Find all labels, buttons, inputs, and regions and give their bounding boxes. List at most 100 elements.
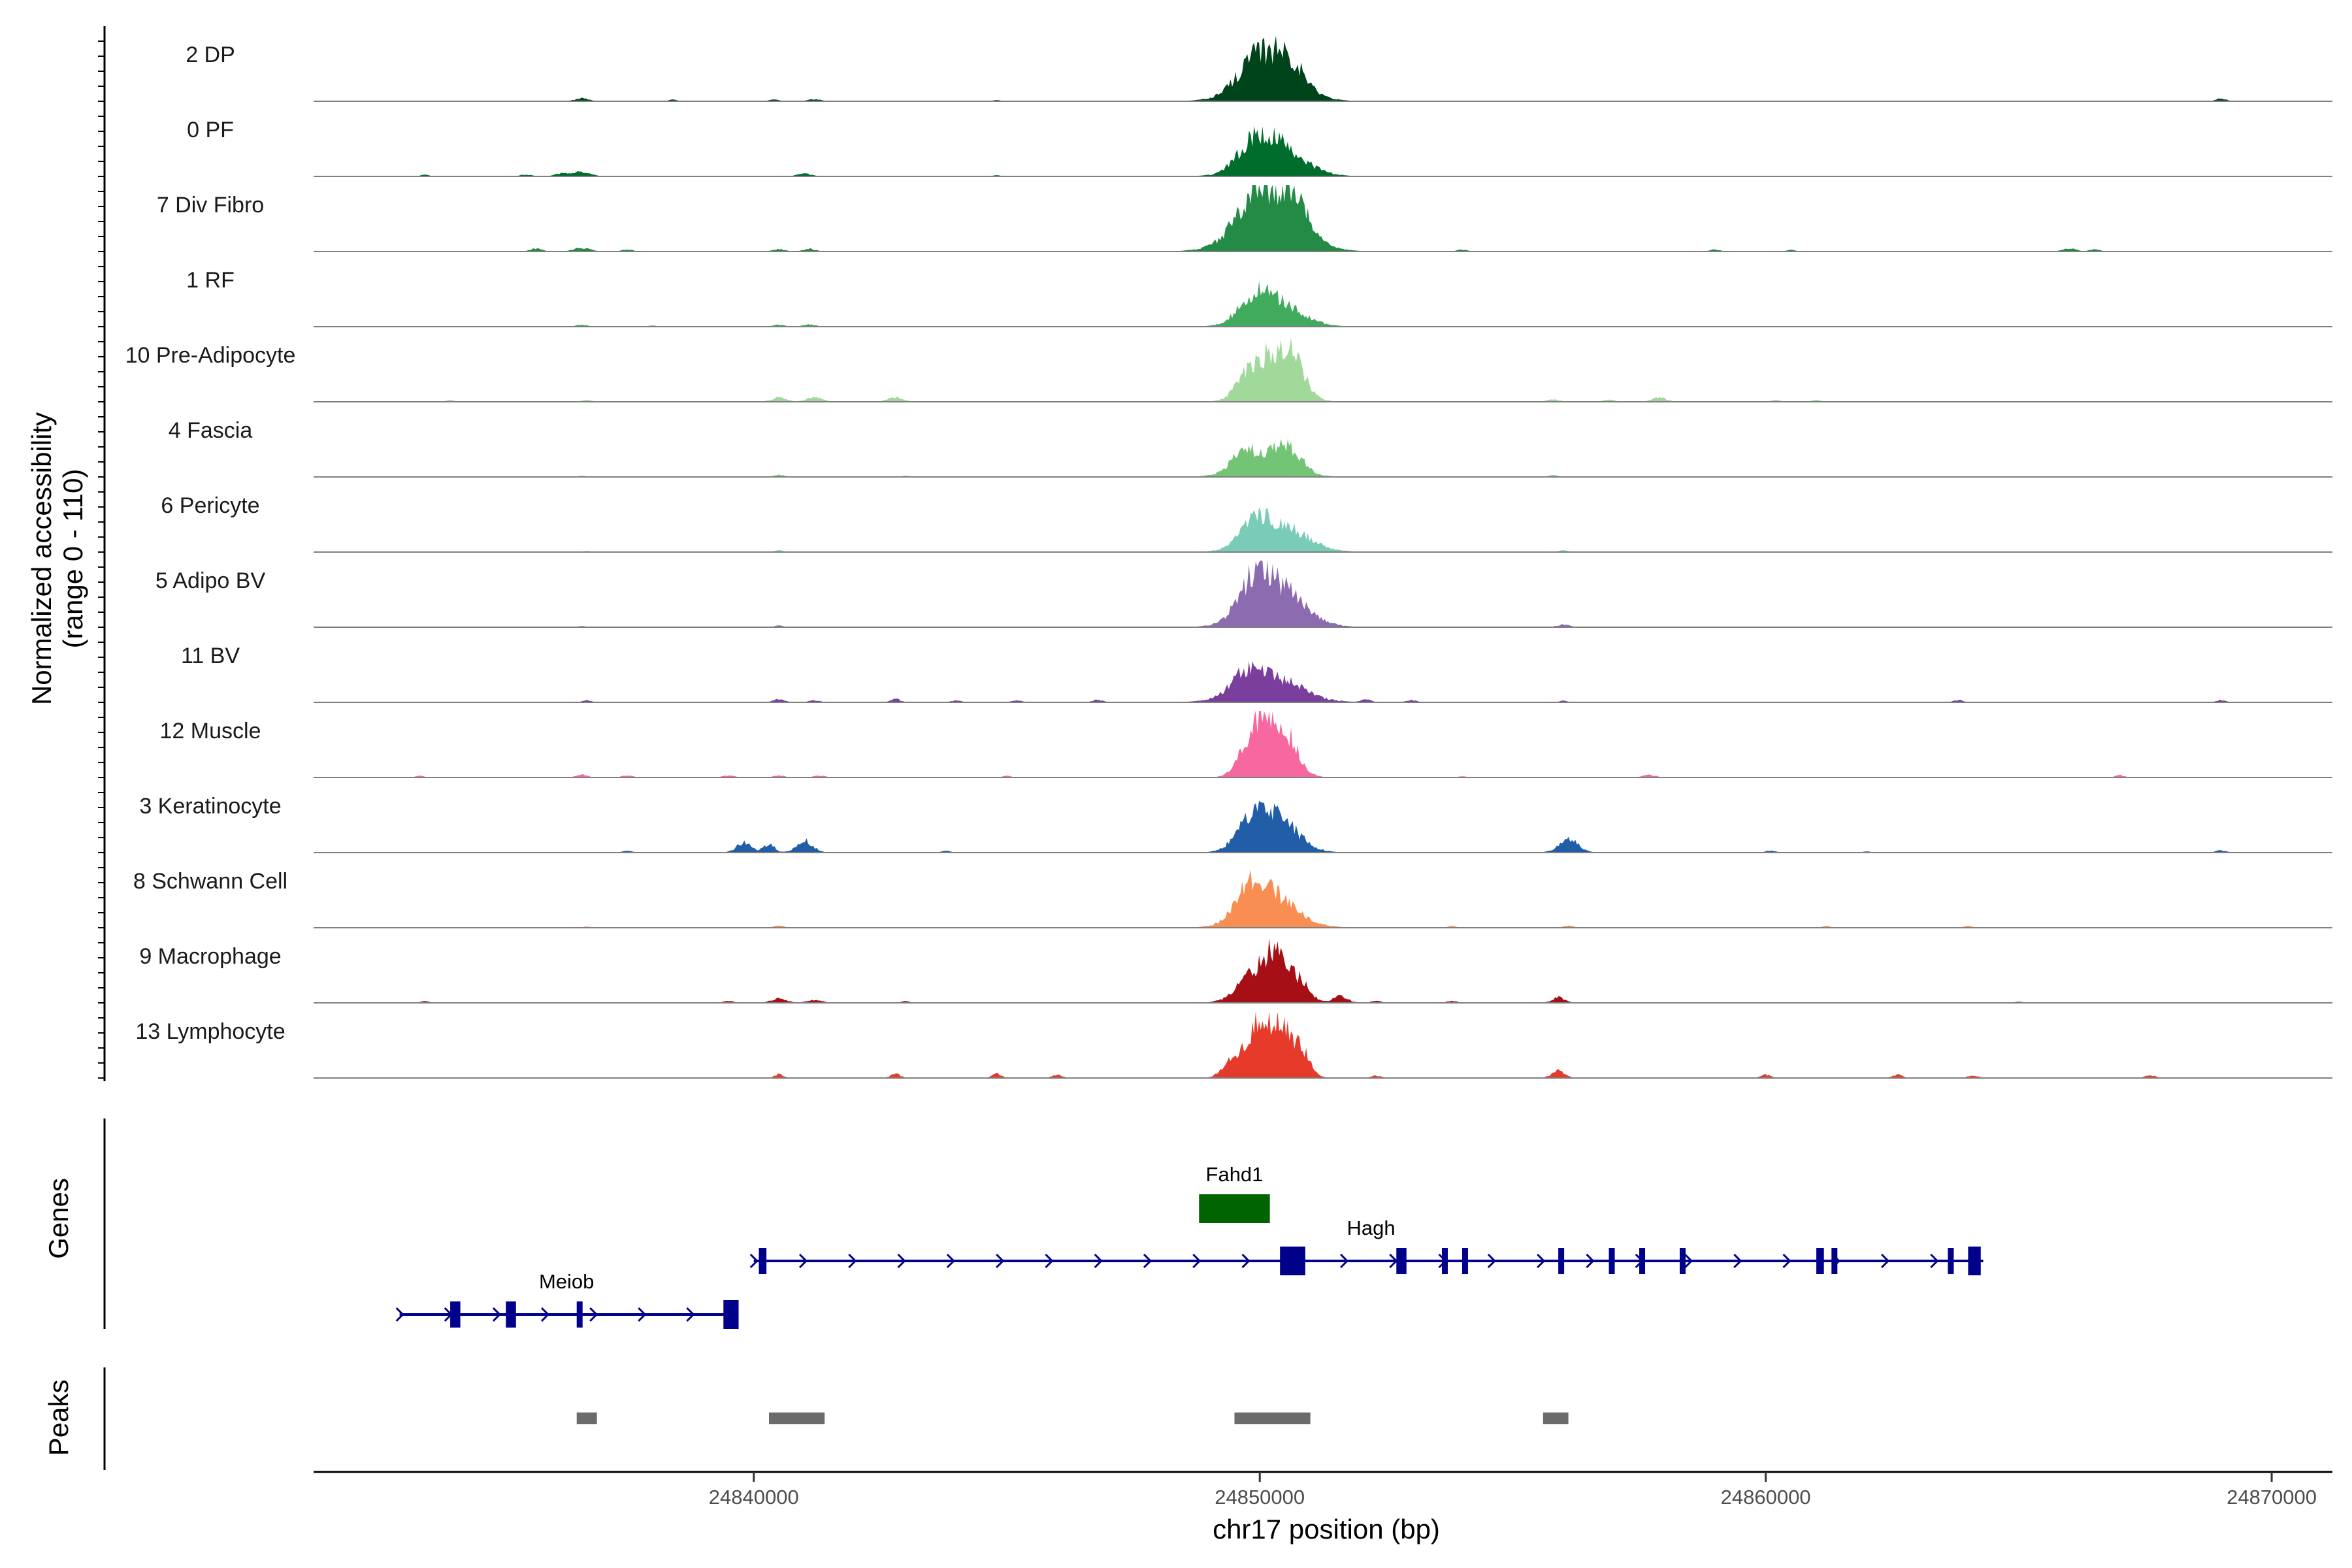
gene-strand-chevron (1782, 1253, 1791, 1269)
y-axis-title-line2: (range 0 - 110) (57, 469, 88, 649)
gene-strand-chevron (1487, 1253, 1497, 1269)
x-axis-title: chr17 position (bp) (1213, 1514, 1440, 1544)
track-5-adipo-bv: 5 Adipo BV (155, 561, 2332, 628)
coverage-area (314, 281, 2332, 327)
x-tick-label: 24840000 (709, 1486, 799, 1509)
x-tick-label: 24860000 (1721, 1486, 1811, 1509)
x-tick-label: 24850000 (1215, 1486, 1305, 1509)
gene-exon (1280, 1247, 1305, 1275)
track-label: 8 Schwann Cell (133, 869, 287, 894)
track-2-dp: 2 DP (186, 35, 2332, 102)
track-label: 0 PF (187, 118, 234, 142)
track-8-schwann-cell: 8 Schwann Cell (133, 869, 2332, 928)
coverage-area (314, 938, 2332, 1003)
gene-exon (1679, 1248, 1686, 1274)
peak-region (576, 1413, 597, 1424)
track-label: 10 Pre-Adipocyte (125, 343, 296, 368)
coverage-area (314, 1011, 2332, 1078)
gene-strand-chevron (589, 1307, 598, 1322)
gene-strand-chevron (946, 1253, 955, 1269)
coverage-area (314, 661, 2332, 702)
gene-strand-chevron (1586, 1253, 1595, 1269)
peaks-panel (103, 1367, 1569, 1470)
gene-exon (1609, 1248, 1615, 1274)
gene-exon (1441, 1248, 1448, 1274)
gene-strand-chevron (492, 1307, 502, 1322)
genes-panel: Meiob Hagh Fahd1 (103, 1119, 1984, 1329)
gene-strand-chevron (1881, 1253, 1890, 1269)
gene-meiob: Meiob (395, 1270, 739, 1329)
track-3-keratinocyte: 3 Keratinocyte (139, 794, 2332, 853)
track-label: 4 Fascia (169, 418, 253, 443)
track-label: 11 BV (181, 644, 240, 668)
gene-exon (1396, 1248, 1407, 1274)
track-label: 9 Macrophage (139, 944, 281, 969)
track-13-lymphocyte: 13 Lymphocyte (135, 1011, 2332, 1079)
gene-strand-chevron (897, 1253, 906, 1269)
track-label: 5 Adipo BV (155, 568, 266, 593)
coverage-area (314, 438, 2332, 477)
peak-region (768, 1413, 825, 1424)
coverage-area (314, 125, 2332, 176)
gene-strand-chevron (1537, 1253, 1546, 1269)
track-4-fascia: 4 Fascia (169, 418, 2332, 478)
track-label: 1 RF (186, 268, 235, 293)
gene-strand-chevron (1045, 1253, 1054, 1269)
coverage-area (314, 337, 2332, 402)
x-tick-label: 24870000 (2227, 1486, 2317, 1509)
gene-exon (1558, 1248, 1565, 1274)
gene-strand-chevron (395, 1307, 404, 1322)
gene-strand-chevron (1733, 1253, 1742, 1269)
track-label: 6 Pericyte (161, 493, 259, 518)
gene-strand-chevron (848, 1253, 857, 1269)
gene-strand-chevron (1684, 1253, 1693, 1269)
track-label: 7 Div Fibro (157, 193, 264, 218)
gene-label: Meiob (539, 1270, 594, 1293)
gene-exon (506, 1301, 516, 1328)
y-axis-title-line1: Normalized accessibility (26, 412, 57, 705)
peak-region (1543, 1413, 1569, 1424)
gene-strand-chevron (1930, 1253, 1939, 1269)
gene-strand-chevron (686, 1307, 695, 1322)
gene-exon (576, 1301, 583, 1328)
track-6-pericyte: 6 Pericyte (161, 493, 2332, 553)
track-10-pre-adipocyte: 10 Pre-Adipocyte (125, 337, 2332, 402)
gene-exon (1816, 1248, 1824, 1274)
gene-exon (759, 1248, 767, 1274)
gene-exon (723, 1300, 739, 1329)
gene-exon (450, 1301, 461, 1328)
track-7-div-fibro: 7 Div Fibro (157, 185, 2332, 252)
gene-strand-chevron (1241, 1253, 1250, 1269)
track-12-muscle: 12 Muscle (160, 711, 2332, 778)
track-label: 13 Lymphocyte (135, 1019, 285, 1044)
track-label: 12 Muscle (160, 719, 261, 743)
x-axis: 24840000 24850000 24860000 24870000 (314, 1471, 2332, 1509)
peak-region (1234, 1413, 1311, 1424)
track-1-rf: 1 RF (186, 268, 2332, 327)
coverage-area (314, 870, 2332, 928)
gene-label: Fahd1 (1206, 1163, 1264, 1186)
gene-exon (1948, 1248, 1954, 1274)
track-label: 2 DP (186, 42, 235, 67)
coverage-area (314, 35, 2332, 102)
gene-exon (1968, 1247, 1981, 1275)
gene-strand-chevron (1143, 1253, 1152, 1269)
coverage-area (314, 800, 2332, 853)
coverage-area (314, 185, 2332, 252)
coverage-area (314, 711, 2332, 777)
gene-label: Hagh (1347, 1217, 1396, 1239)
gene-fahd1: Fahd1 (1199, 1163, 1270, 1223)
gene-exon (1199, 1194, 1270, 1223)
gene-exon (1462, 1248, 1468, 1274)
track-9-macrophage: 9 Macrophage (139, 938, 2332, 1004)
coverage-panel: 2 DP 0 PF 7 Div Fibro 1 RF 10 Pre-Adipocyte 4… (98, 26, 2332, 1081)
genes-panel-label: Genes (43, 1178, 74, 1259)
gene-exon (1831, 1248, 1838, 1274)
gene-strand-chevron (540, 1307, 550, 1322)
track-0-pf: 0 PF (187, 118, 2332, 177)
coverage-area (314, 561, 2332, 627)
gene-strand-chevron (1094, 1253, 1103, 1269)
coverage-area (314, 507, 2332, 552)
gene-strand-chevron (996, 1253, 1005, 1269)
gene-exon (1639, 1248, 1646, 1274)
